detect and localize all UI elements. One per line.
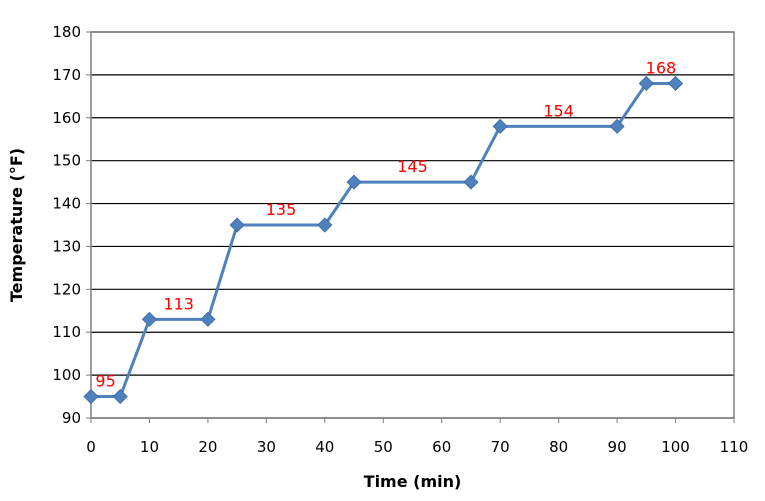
x-tick-label-30: 30	[257, 438, 276, 456]
data-point	[609, 118, 625, 134]
y-tick-label-100: 100	[52, 366, 81, 384]
y-tick-label-90: 90	[62, 409, 81, 427]
y-axis-ticks: 90 100 110 120 130 140 150 160 170 180	[52, 23, 91, 427]
data-point	[638, 75, 654, 92]
y-tick-label-150: 150	[52, 152, 81, 170]
x-tick-label-10: 10	[140, 438, 159, 456]
x-tick-label-50: 50	[374, 438, 393, 456]
y-tick-label-130: 130	[52, 237, 81, 255]
series-line	[91, 81, 676, 399]
series-layer	[83, 75, 684, 405]
x-tick-label-110: 110	[720, 438, 749, 456]
data-label-113: 113	[163, 294, 194, 313]
data-point	[667, 75, 684, 92]
data-point	[492, 118, 508, 134]
x-tick-label-0: 0	[86, 438, 96, 456]
data-point	[112, 388, 128, 405]
data-label-154: 154	[543, 101, 574, 120]
data-point	[200, 311, 216, 327]
x-axis-ticks: 0 10 20 30 40 50 60 70 80 90 100 110	[86, 418, 748, 456]
y-tick-label-120: 120	[52, 280, 81, 298]
plot-area	[90, 31, 735, 419]
x-tick-label-70: 70	[491, 438, 510, 456]
data-label-168: 168	[646, 58, 677, 77]
y-axis-title: Temperature (°F)	[7, 148, 26, 302]
data-label-95: 95	[95, 372, 115, 391]
x-tick-label-90: 90	[608, 438, 627, 456]
data-label-145: 145	[397, 157, 428, 176]
x-tick-label-60: 60	[432, 438, 451, 456]
x-tick-label-20: 20	[198, 438, 217, 456]
x-tick-label-40: 40	[315, 438, 334, 456]
y-tick-label-140: 140	[52, 195, 81, 213]
y-tick-label-170: 170	[52, 66, 81, 84]
data-point	[463, 174, 479, 190]
x-tick-label-80: 80	[549, 438, 568, 456]
y-tick-label-160: 160	[52, 109, 81, 127]
data-label-135: 135	[266, 200, 297, 219]
y-tick-label-180: 180	[52, 23, 81, 41]
data-point	[346, 174, 362, 190]
grid-lines	[91, 31, 734, 419]
data-labels: 95 113 135 145 154 168	[95, 58, 676, 390]
data-point	[317, 217, 333, 233]
x-axis-title: Time (min)	[364, 472, 462, 491]
data-point	[229, 217, 245, 233]
y-tick-label-110: 110	[52, 323, 81, 341]
x-tick-label-100: 100	[661, 438, 690, 456]
data-point	[83, 388, 99, 405]
data-point	[141, 311, 158, 327]
